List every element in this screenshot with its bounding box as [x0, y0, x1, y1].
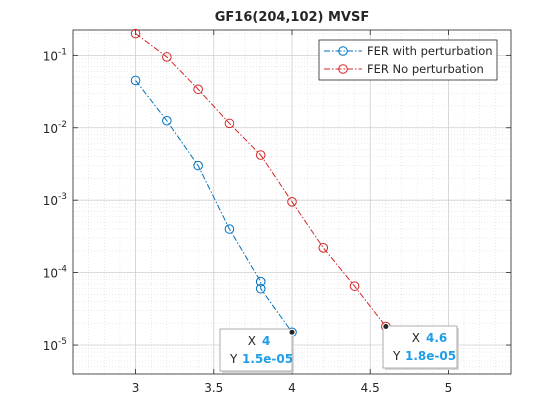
axes	[72, 29, 512, 375]
plot-area-border	[72, 29, 512, 375]
x-tick-label: 3	[132, 381, 140, 395]
datatip-box	[219, 328, 293, 372]
x-tick-label: 4.5	[361, 381, 380, 395]
data-point[interactable]	[162, 115, 172, 126]
y-tick-label: 10-5	[43, 337, 67, 353]
data-point[interactable]	[287, 197, 297, 207]
data-point[interactable]	[130, 75, 141, 86]
datatip-x-value: 4.6	[426, 331, 447, 345]
datatip-y-value: 1.5e-05	[242, 352, 293, 366]
chart-title: GF16(204,102) MVSF	[215, 10, 370, 25]
datatip[interactable]: X 4.6 Y 1.8e-05	[382, 323, 459, 370]
series-line	[135, 80, 293, 333]
datatips: X 4Y 1.5e-05X 4.6Y 1.8e-05	[219, 323, 459, 373]
data-point[interactable]	[318, 243, 329, 253]
legend-entry-0[interactable]: FER with perturbation	[324, 44, 493, 58]
x-tick-label: 4	[288, 381, 296, 395]
datatip-x-label: X	[412, 331, 420, 345]
datatip-marker	[382, 323, 390, 331]
datatip-box	[382, 325, 458, 369]
series-1	[130, 28, 391, 332]
x-tick-label: 3.5	[204, 381, 223, 395]
datatip-marker	[288, 328, 296, 336]
data-point[interactable]	[224, 118, 235, 129]
y-tick-label: 10-2	[43, 120, 67, 136]
legend-label: FER with perturbation	[367, 44, 493, 58]
data-point[interactable]	[162, 52, 172, 62]
datatip-x-value: 4	[262, 334, 270, 348]
y-tick-label: 10-4	[43, 265, 68, 281]
legend[interactable]: FER with perturbation FER No perturbation	[318, 39, 498, 81]
tick-labels: 3 3.5 4 4.5 5 10-1 10-2 10-3 10-4 10-5	[43, 47, 453, 395]
legend-box	[318, 39, 498, 81]
data-point[interactable]	[349, 281, 360, 291]
y-tick-label: 10-1	[43, 47, 67, 63]
datatip-x-label: X	[248, 334, 256, 348]
legend-marker	[338, 64, 348, 74]
legend-entry-1[interactable]: FER No perturbation	[324, 62, 484, 76]
datatip-y-label: Y	[392, 349, 401, 363]
y-tick-label: 10-3	[43, 192, 67, 208]
data-point[interactable]	[255, 283, 266, 294]
x-tick-label: 5	[445, 381, 453, 395]
data-point[interactable]	[255, 276, 266, 287]
legend-label: FER No perturbation	[367, 62, 484, 76]
data-point[interactable]	[130, 28, 141, 39]
data-point[interactable]	[193, 84, 203, 95]
data-point[interactable]	[193, 160, 203, 171]
data-point[interactable]	[224, 224, 235, 234]
series-line	[135, 33, 387, 327]
grid	[72, 30, 512, 375]
datatip[interactable]: X 4 Y 1.5e-05	[219, 328, 296, 373]
datatip-y-label: Y	[229, 352, 238, 366]
data-point[interactable]	[255, 150, 266, 160]
legend-marker	[338, 46, 348, 56]
datatip-y-value: 1.8e-05	[405, 349, 456, 363]
